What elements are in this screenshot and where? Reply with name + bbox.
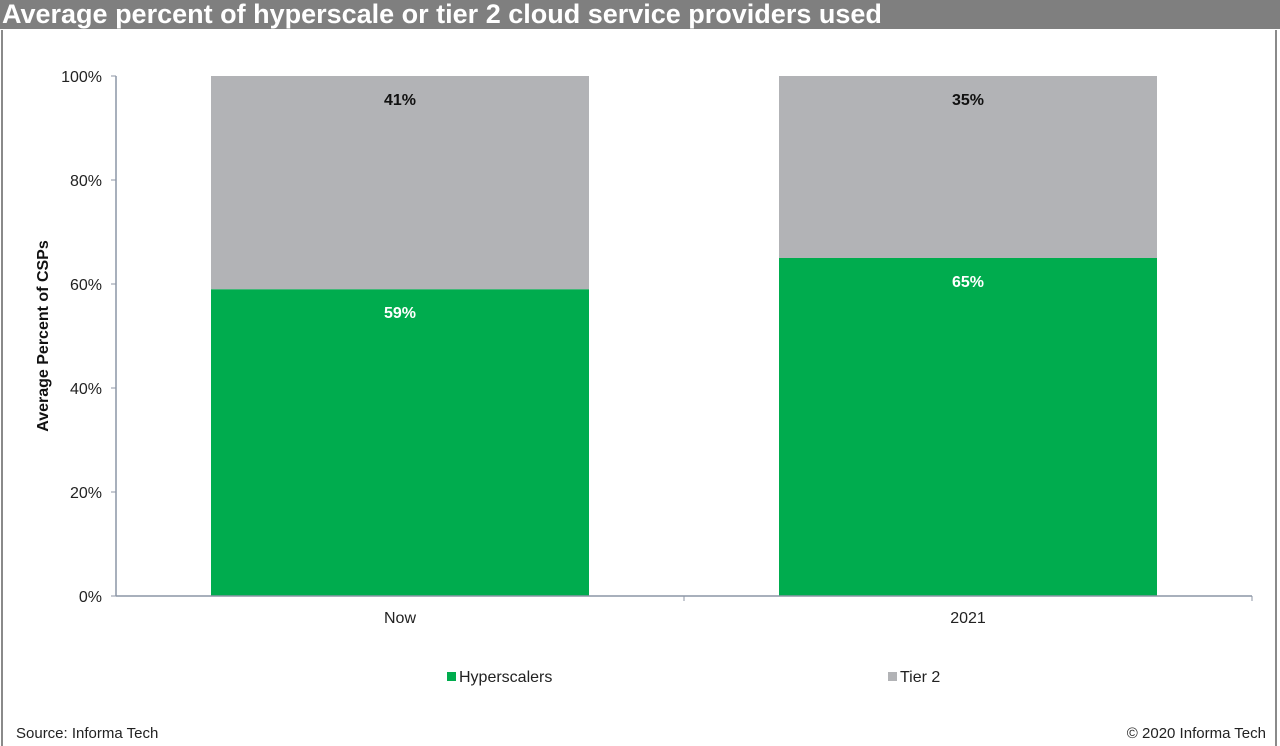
data-label: 65%: [952, 274, 984, 291]
data-label: 41%: [384, 92, 416, 109]
source-note: Source: Informa Tech: [16, 725, 159, 742]
x-tick-label: 2021: [950, 610, 986, 627]
data-label: 59%: [384, 305, 416, 322]
legend-swatch-tier-2: [888, 672, 897, 681]
bar-hyperscalers: [779, 258, 1157, 596]
y-tick-label: 100%: [61, 69, 102, 86]
bar-hyperscalers: [211, 289, 589, 596]
legend-label: Hyperscalers: [459, 669, 552, 686]
y-tick-label: 40%: [70, 381, 102, 398]
chart-panel: [1, 30, 1277, 746]
copyright-note: © 2020 Informa Tech: [1126, 725, 1266, 742]
y-tick-label: 60%: [70, 277, 102, 294]
legend-swatch-hyperscalers: [447, 672, 456, 681]
bar-tier-2: [779, 76, 1157, 258]
chart-title: Average percent of hyperscale or tier 2 …: [0, 0, 1280, 29]
y-tick-label: 20%: [70, 485, 102, 502]
data-label: 35%: [952, 92, 984, 109]
y-tick-label: 0%: [79, 589, 102, 606]
legend-label: Tier 2: [900, 669, 940, 686]
y-tick-label: 80%: [70, 173, 102, 190]
x-tick-label: Now: [384, 610, 416, 627]
y-axis-title: Average Percent of CSPs: [35, 240, 52, 432]
bar-tier-2: [211, 76, 589, 290]
